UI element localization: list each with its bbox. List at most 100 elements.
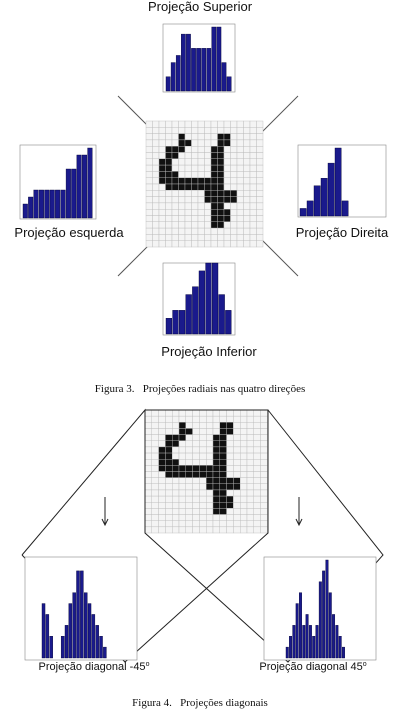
grid-cell [260,520,268,528]
grid-cell-filled [219,502,227,509]
grid-cell-filled [219,446,227,454]
grid-cell [145,202,153,210]
grid-cell [199,508,207,515]
grid-cell [256,139,264,147]
grid-cell [226,514,234,521]
grid-cell [191,202,199,210]
grid-cell [210,139,218,147]
grid-cell-filled [217,190,225,197]
grid-cell [152,234,160,241]
grid-cell [178,208,186,216]
grid-cell [158,489,166,497]
grid-cell [184,158,192,166]
histogram-bar [76,570,80,659]
grid-cell [145,133,153,141]
histogram-bar [95,625,99,659]
grid-cell [217,127,225,134]
grid-cell-filled [178,422,187,429]
grid-cell [145,120,153,128]
grid-cell [178,215,186,223]
grid-cell [253,446,261,454]
grid-cell [230,234,238,241]
grid-cell [230,183,238,191]
grid-cell [219,415,227,423]
grid-cell [151,514,159,521]
grid-cell [158,415,166,423]
arrow-left-icon [101,497,109,527]
grid-cell [243,190,251,197]
grid-cell-filled [219,471,227,478]
grid-cell-filled [204,183,212,191]
grid-cell-filled [205,465,214,472]
grid-cell-filled [191,177,199,185]
grid-cell [204,227,212,235]
grid-cell [260,477,268,484]
grid-cell [192,520,200,528]
grid-cell [260,452,268,460]
grid-cell [236,158,244,166]
grid-cell [243,240,251,248]
grid-cell [230,145,238,153]
grid-cell [246,409,255,417]
histogram-bar [332,614,336,659]
grid-cell [204,234,212,241]
grid-cell [243,234,251,241]
grid-cell [253,502,261,509]
label-projecao-superior: Projeção Superior [148,0,253,14]
grid-cell [223,164,231,172]
grid-cell [239,446,248,454]
grid-cell [145,227,153,235]
grid-cell [256,202,264,210]
grid-cell [152,158,160,166]
grid-cell [158,434,166,441]
grid-cell-filled [165,164,173,172]
grid-cell-filled [210,152,218,160]
grid-cell [197,127,205,134]
grid-cell [152,145,160,153]
grid-cell [256,190,264,197]
grid-cell [151,440,159,448]
grid-cell [151,415,159,423]
grid-cell [199,446,207,454]
grid-cell [253,526,261,534]
grid-cell [205,409,214,417]
grid-cell [145,240,153,248]
grid-cell [253,440,261,448]
grid-cell [144,440,153,448]
histogram-bar [80,570,84,659]
grid-cell [178,190,186,197]
histogram-bar [322,570,326,659]
grid-cell [185,440,193,448]
grid-cell [199,428,207,435]
grid-cell-filled [223,196,231,204]
grid-cell [249,183,257,191]
grid-cell [178,171,186,178]
grid-cell [230,171,238,178]
grid-cell-filled [230,190,238,197]
grid-cell [260,495,268,503]
grid-cell [226,459,234,466]
grid-cell [223,177,231,185]
grid-cell-filled [178,183,186,191]
grid-cell [152,221,160,229]
grid-cell [226,446,234,454]
grid-cell-filled [223,133,231,141]
grid-cell-filled [217,177,225,185]
grid-cell-filled [219,465,227,472]
grid-cell-filled [233,483,241,491]
grid-cell [233,495,241,503]
grid-cell-filled [165,183,173,191]
grid-cell [165,409,173,417]
grid-cell [165,526,173,534]
caption-figura-4: Figura 4. Projeções diagonais [132,697,268,709]
grid-cell [246,446,255,454]
grid-cell [191,227,199,235]
grid-cell [205,508,214,515]
histogram-bar [221,62,227,92]
grid-cell-filled [217,221,225,229]
histogram-bar [60,636,65,659]
grid-cell [178,158,186,166]
grid-cell [253,434,261,441]
grid-cell [236,139,244,147]
grid-cell-filled [178,139,186,147]
